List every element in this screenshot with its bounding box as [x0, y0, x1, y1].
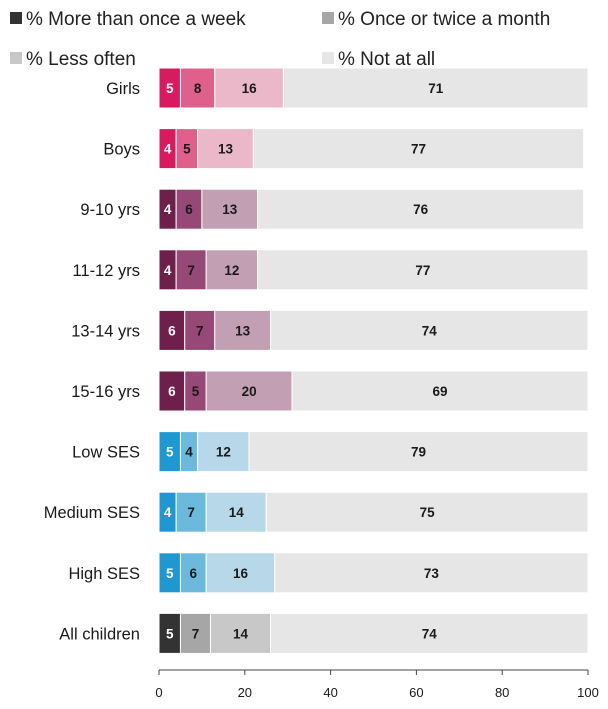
data-label: 76 [413, 202, 429, 217]
bar-segment [248, 431, 589, 473]
bar-segment [282, 67, 589, 109]
data-label: 77 [415, 263, 430, 278]
data-label: 20 [242, 384, 257, 399]
data-label: 12 [216, 445, 231, 460]
data-label: 13 [218, 142, 234, 157]
data-label: 4 [164, 202, 172, 217]
legend-swatch [322, 52, 334, 64]
x-axis: 0 20 40 60 80 100 [155, 669, 599, 700]
bar-segment [184, 309, 216, 351]
category-label: 11-12 yrs [72, 262, 140, 280]
legend-swatch [10, 52, 22, 64]
x-tick-label: 20 [238, 685, 252, 700]
data-label: 6 [168, 384, 176, 399]
bar-segment [197, 431, 250, 473]
category-label: Low SES [72, 444, 140, 462]
data-label: 4 [164, 505, 172, 520]
category-label: All children [59, 625, 140, 643]
category-label: 9-10 yrs [80, 201, 140, 219]
legend-swatch [322, 12, 334, 24]
data-label: 5 [183, 142, 191, 157]
category-label: Medium SES [44, 504, 140, 522]
data-label: 5 [166, 566, 174, 581]
data-label: 74 [422, 323, 438, 338]
bar-segment [214, 67, 284, 109]
category-label: Girls [106, 80, 140, 98]
bar-segment [179, 612, 211, 654]
data-label: 5 [166, 81, 174, 96]
data-label: 5 [192, 384, 200, 399]
bar-segment [291, 370, 589, 412]
data-label: 14 [229, 505, 245, 520]
bar-segment [175, 491, 207, 533]
category-label: 13-14 yrs [71, 322, 140, 340]
legend-label: % Once or twice a month [338, 9, 550, 30]
data-label: 8 [194, 81, 202, 96]
data-label: 14 [233, 626, 249, 641]
legend-label: % More than once a week [26, 9, 246, 30]
data-label: 7 [187, 263, 195, 278]
data-label: 16 [242, 81, 258, 96]
bar-segment [205, 370, 293, 412]
bar-segment [158, 309, 186, 351]
data-label: 6 [190, 566, 198, 581]
bar-segment [274, 552, 589, 594]
data-label: 7 [192, 626, 200, 641]
x-tick-label: 40 [323, 685, 337, 700]
x-tick-label: 60 [409, 685, 423, 700]
data-label: 5 [166, 445, 174, 460]
bar-segment [201, 188, 259, 230]
bar-segment [270, 309, 589, 351]
bar-segment [209, 612, 272, 654]
category-label: Boys [103, 141, 140, 159]
bar-segment [205, 491, 267, 533]
bar-segment [270, 612, 589, 654]
bar-segment [257, 188, 585, 230]
bar-segment [175, 188, 203, 230]
legend-label: % Less often [26, 49, 136, 70]
data-label: 16 [233, 566, 249, 581]
category-label: 15-16 yrs [71, 383, 140, 401]
data-label: 13 [235, 323, 251, 338]
data-label: 4 [164, 263, 172, 278]
data-label: 75 [420, 505, 436, 520]
x-tick-label: 80 [495, 685, 509, 700]
data-label: 5 [166, 626, 174, 641]
data-label: 4 [185, 445, 193, 460]
data-label: 77 [411, 142, 426, 157]
bar-segment [179, 552, 207, 594]
data-label: 13 [222, 202, 238, 217]
bar-segment [175, 249, 207, 291]
data-label: 79 [411, 445, 426, 460]
bar-segment [265, 491, 589, 533]
data-label: 12 [224, 263, 239, 278]
data-label: 73 [424, 566, 440, 581]
bar-segment [214, 309, 272, 351]
bar-segment [252, 128, 585, 170]
legend-label: % Not at all [338, 49, 435, 70]
x-tick-label: 0 [155, 685, 162, 700]
bar-segment [205, 552, 276, 594]
legend-swatch [10, 12, 22, 24]
data-label: 4 [164, 142, 172, 157]
data-label: 71 [428, 81, 444, 96]
bar-segment [257, 249, 589, 291]
data-label: 6 [168, 323, 176, 338]
data-label: 69 [432, 384, 447, 399]
legend: % More than once a week % Once or twice a… [10, 9, 550, 70]
bar-segment [179, 67, 216, 109]
data-label: 6 [185, 202, 193, 217]
data-label: 7 [187, 505, 195, 520]
data-label: 7 [196, 323, 204, 338]
bar-segment [197, 128, 254, 170]
data-label: 74 [422, 626, 438, 641]
x-tick-label: 100 [577, 685, 599, 700]
category-label: High SES [68, 565, 140, 583]
